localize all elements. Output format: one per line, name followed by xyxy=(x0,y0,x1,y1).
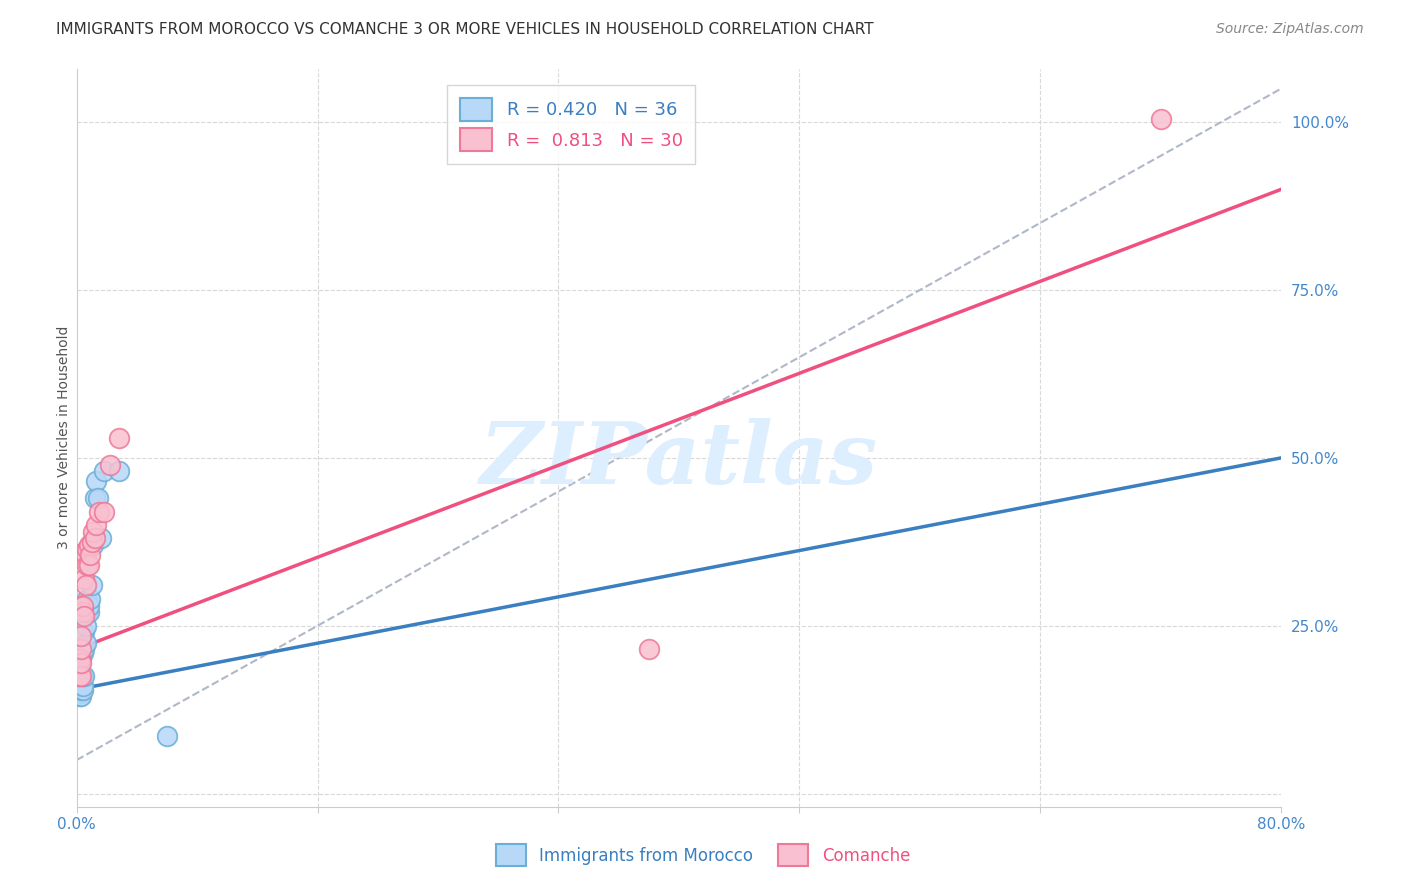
Point xyxy=(67,679,90,693)
Text: ZIPatlas: ZIPatlas xyxy=(479,418,877,501)
Point xyxy=(82,538,104,552)
Text: IMMIGRANTS FROM MOROCCO VS COMANCHE 3 OR MORE VEHICLES IN HOUSEHOLD CORRELATION : IMMIGRANTS FROM MOROCCO VS COMANCHE 3 OR… xyxy=(56,22,875,37)
Point xyxy=(69,669,91,683)
Point xyxy=(98,458,121,472)
Point xyxy=(80,578,103,592)
Point xyxy=(72,679,94,693)
Point xyxy=(83,491,105,505)
Point xyxy=(79,591,101,606)
Point xyxy=(76,591,98,606)
Point xyxy=(72,669,94,683)
Point xyxy=(72,599,94,613)
Point xyxy=(69,690,91,704)
Point xyxy=(70,652,93,666)
Point xyxy=(69,682,91,697)
Point xyxy=(156,730,179,744)
Point xyxy=(70,675,93,690)
Point xyxy=(108,431,131,445)
Point xyxy=(76,605,98,619)
Point xyxy=(67,682,90,697)
Point xyxy=(77,605,100,619)
Point xyxy=(83,532,105,546)
Point xyxy=(73,545,96,559)
Point xyxy=(75,618,97,632)
Point xyxy=(82,524,104,539)
Point xyxy=(69,686,91,700)
Point xyxy=(84,475,107,489)
Y-axis label: 3 or more Vehicles in Household: 3 or more Vehicles in Household xyxy=(58,326,72,549)
Point xyxy=(73,572,96,586)
Point xyxy=(76,541,98,556)
Point xyxy=(70,682,93,697)
Point xyxy=(73,625,96,640)
Point xyxy=(80,534,103,549)
Point xyxy=(70,690,93,704)
Point xyxy=(637,642,659,657)
Point xyxy=(75,548,97,562)
Point xyxy=(75,635,97,649)
Point xyxy=(77,599,100,613)
Point xyxy=(77,558,100,573)
Point xyxy=(76,558,98,573)
Point xyxy=(69,675,91,690)
Point xyxy=(70,679,93,693)
Point xyxy=(84,518,107,533)
Point xyxy=(75,578,97,592)
Point xyxy=(72,682,94,697)
Point xyxy=(93,464,115,478)
Legend: Immigrants from Morocco, Comanche: Immigrants from Morocco, Comanche xyxy=(482,831,924,880)
Point xyxy=(1150,112,1173,126)
Legend: R = 0.420   N = 36, R =  0.813   N = 30: R = 0.420 N = 36, R = 0.813 N = 30 xyxy=(447,85,696,164)
Point xyxy=(69,673,91,687)
Point xyxy=(72,605,94,619)
Point xyxy=(67,675,90,690)
Point xyxy=(77,538,100,552)
Point xyxy=(89,505,111,519)
Point xyxy=(70,642,93,657)
Point xyxy=(69,652,91,666)
Point xyxy=(70,629,93,643)
Point xyxy=(73,669,96,683)
Point xyxy=(73,642,96,657)
Point xyxy=(108,464,131,478)
Point xyxy=(93,505,115,519)
Point xyxy=(87,491,110,505)
Point xyxy=(73,608,96,623)
Point xyxy=(70,669,93,683)
Point xyxy=(69,599,91,613)
Point xyxy=(72,646,94,660)
Point xyxy=(79,548,101,562)
Point xyxy=(70,656,93,670)
Text: Source: ZipAtlas.com: Source: ZipAtlas.com xyxy=(1216,22,1364,37)
Point xyxy=(90,532,112,546)
Point xyxy=(67,669,90,683)
